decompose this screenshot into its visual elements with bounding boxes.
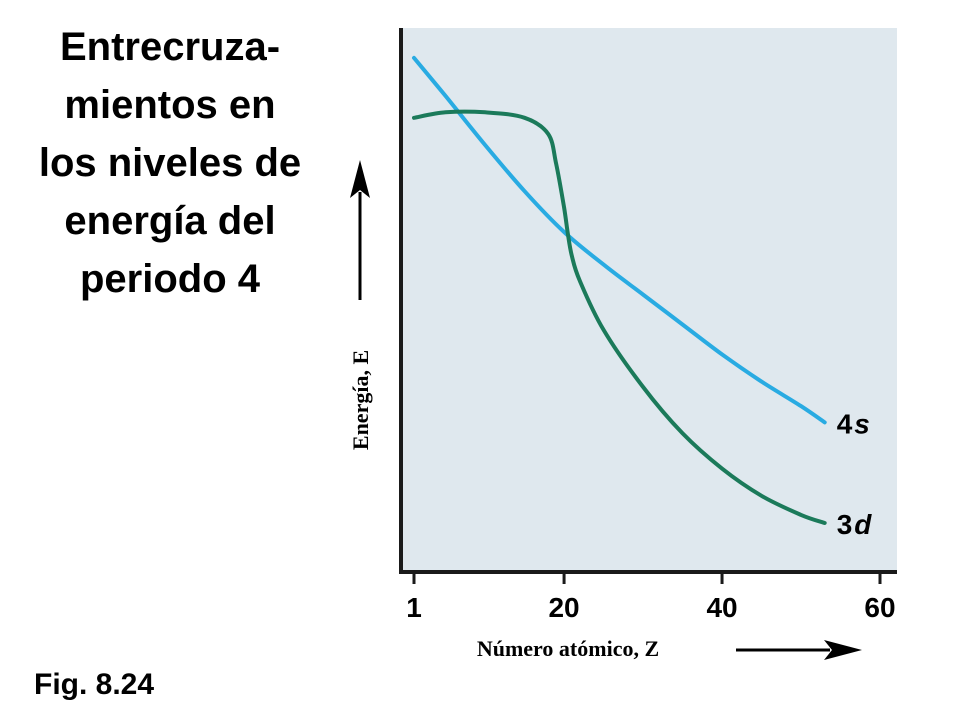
series-line-3d [412,109,827,525]
title-line-1: Entrecruza- [59,25,281,69]
title-line-4: energía del [64,199,276,243]
x-ticks: 1 20 40 60 [406,572,896,623]
title-line-3: los niveles de [38,141,302,185]
title-line-5: periodo 4 [79,257,261,301]
series-line-4s [412,55,827,425]
x-arrow-head [824,640,862,660]
y-axis-label: Energía, E [348,350,373,450]
series-label-3d: 3d [837,509,873,540]
x-tick-label-60: 60 [864,592,895,623]
x-axis-label-group: Número atómico, Z [477,636,862,661]
x-axis-label: Número atómico, Z [477,636,659,661]
y-arrow-head [350,160,370,198]
x-tick-label-40: 40 [706,592,737,623]
title-line-2: mientos en [64,83,276,127]
x-tick-label-1: 1 [406,592,422,623]
figure-label: Fig. 8.24 [34,668,155,701]
series-layer [412,55,827,525]
x-tick-label-20: 20 [548,592,579,623]
series-label-4s: 4s [837,408,870,439]
series-labels: 4s 3d [837,408,873,540]
y-axis-label-group: Energía, E [348,160,373,450]
chart-title: Entrecruza- mientos en los niveles de en… [0,18,340,308]
